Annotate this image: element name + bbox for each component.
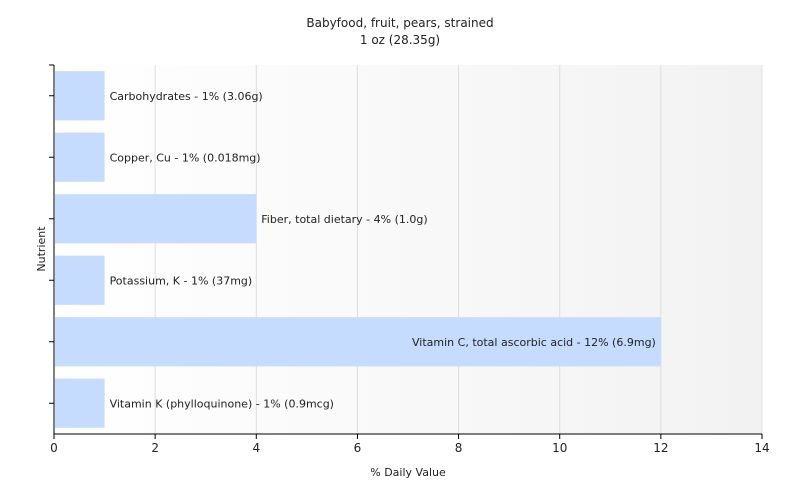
bar [55, 71, 105, 121]
x-axis-label: % Daily Value [370, 466, 446, 479]
x-tick-label: 10 [552, 441, 567, 455]
x-tick-label: 12 [653, 441, 668, 455]
bar-data-label: Copper, Cu - 1% (0.018mg) [110, 151, 261, 164]
x-tick-label: 0 [50, 441, 58, 455]
y-axis-label: Nutrient [35, 226, 48, 272]
bar [55, 317, 661, 367]
bar-data-label: Vitamin C, total ascorbic acid - 12% (6.… [412, 336, 656, 349]
x-tick-label: 2 [151, 441, 159, 455]
plot-area [54, 65, 762, 434]
bar-data-label: Carbohydrates - 1% (3.06g) [110, 90, 263, 103]
bar-data-label: Potassium, K - 1% (37mg) [110, 274, 253, 287]
chart-subtitle: 1 oz (28.35g) [360, 33, 440, 47]
bar [55, 194, 257, 244]
x-tick-label: 6 [354, 441, 362, 455]
x-tick-label: 4 [252, 441, 260, 455]
bar [55, 132, 105, 182]
bar-data-label: Fiber, total dietary - 4% (1.0g) [261, 213, 427, 226]
chart-title: Babyfood, fruit, pears, strained [306, 16, 493, 30]
bar [55, 378, 105, 428]
bar-data-label: Vitamin K (phylloquinone) - 1% (0.9mcg) [110, 397, 334, 410]
x-tick-label: 8 [455, 441, 463, 455]
bar [55, 255, 105, 305]
x-tick-label: 14 [754, 441, 769, 455]
